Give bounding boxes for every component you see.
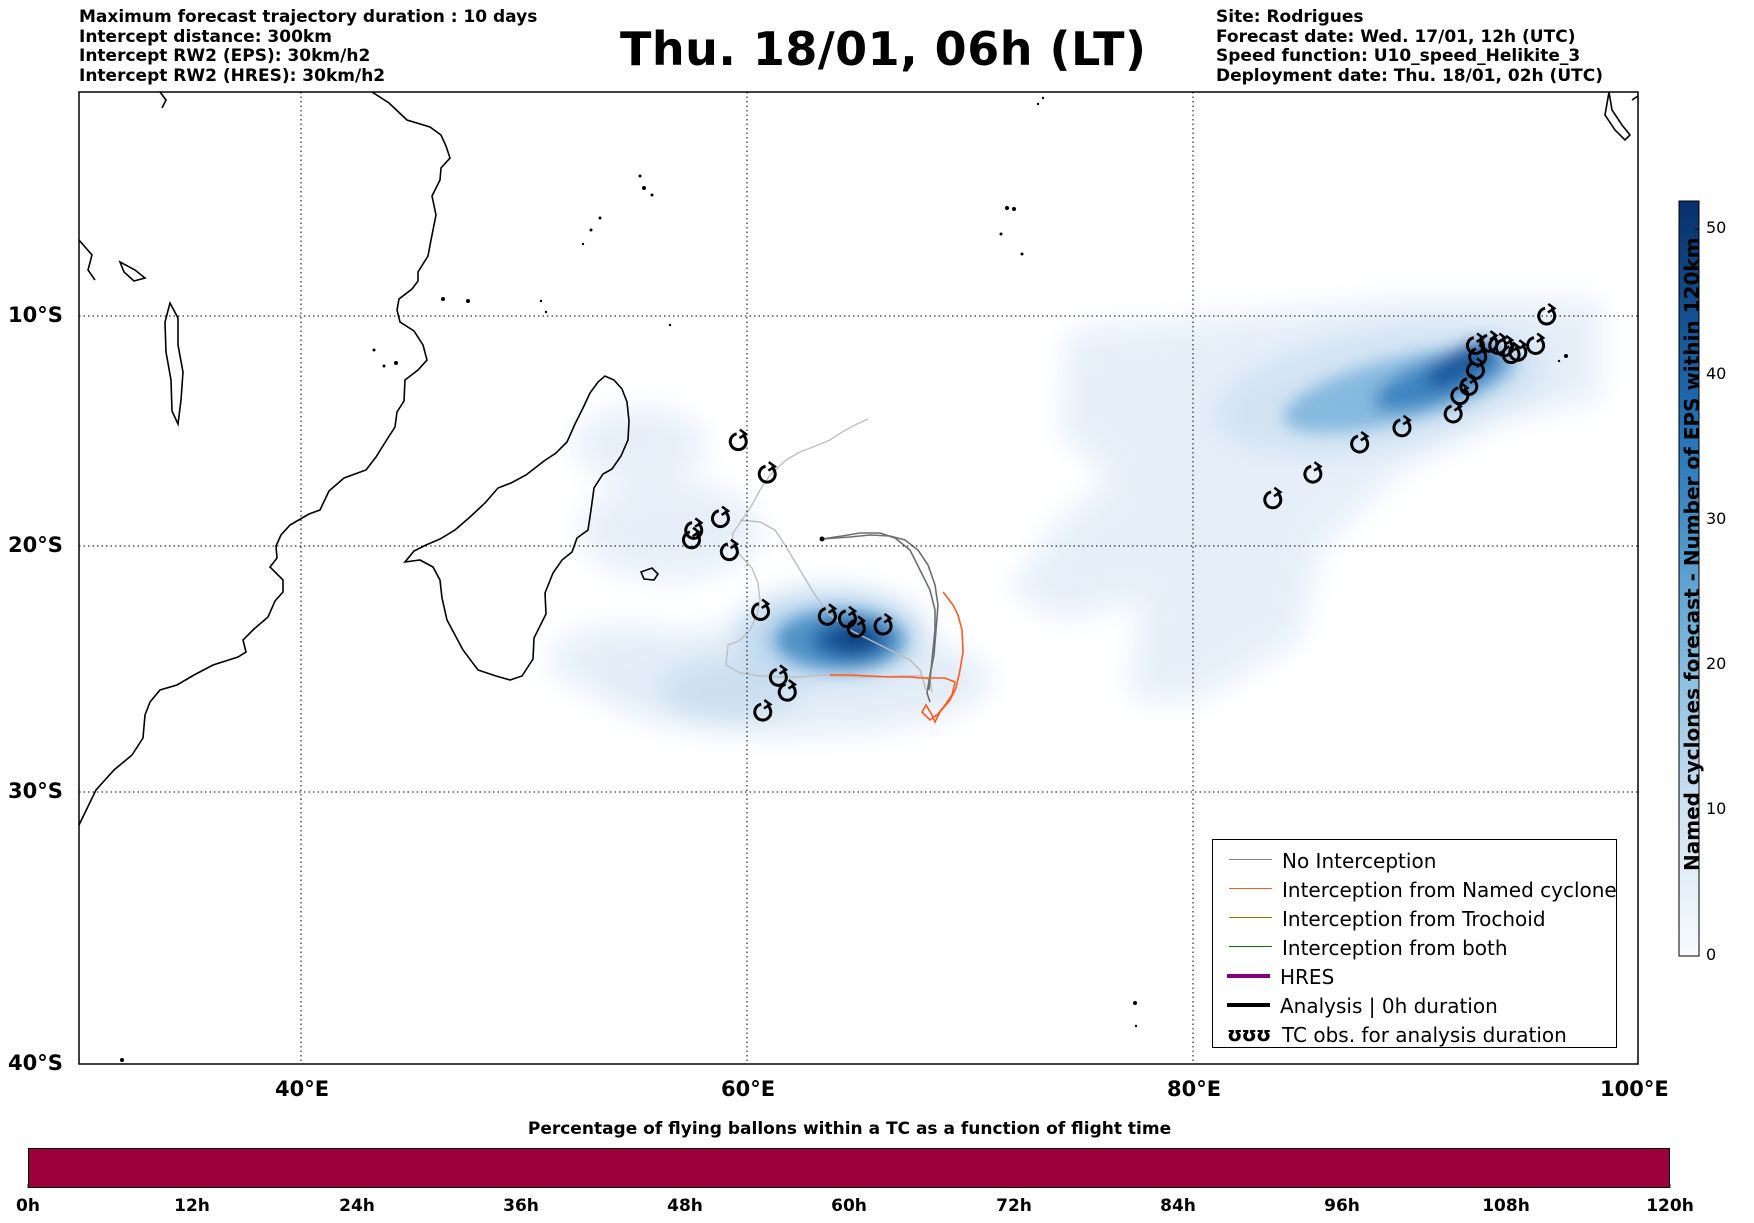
colorbar-tick-marks (1695, 228, 1699, 957)
tc-obs-marker (682, 526, 702, 550)
legend-label: Interception from both (1282, 936, 1508, 960)
bottom-tick: 108h (1482, 1196, 1530, 1216)
bottom-tick: 60h (831, 1196, 867, 1216)
bottom-tick: 0h (16, 1196, 40, 1216)
header-left: Maximum forecast trajectory duration : 1… (79, 7, 538, 86)
header-line-rw2-hres: Intercept RW2 (HRES): 30km/h2 (79, 65, 386, 86)
coastline (79, 92, 1638, 826)
header-line-distance: Intercept distance: 300km (79, 26, 332, 47)
legend-line-olive (1229, 917, 1272, 918)
tc-obs-marker (1263, 486, 1283, 510)
tc-obs-marker (710, 505, 731, 529)
header-line-speed-function: Speed function: U10_speed_Helikite_3 (1216, 46, 1581, 66)
colorbar-tick: 20 (1706, 654, 1727, 673)
tc-obs-marker (846, 615, 867, 638)
tc-obs-marker (777, 679, 798, 702)
header-line-forecast-date: Forecast date: Wed. 17/01, 12h (UTC) (1216, 26, 1576, 47)
bottom-tick: 48h (667, 1196, 703, 1216)
header-line-rw2-eps: Intercept RW2 (EPS): 30km/h2 (79, 46, 371, 66)
bottom-tick: 12h (174, 1196, 210, 1216)
legend-item-no-interception: No Interception (1221, 848, 1611, 873)
map-frame (78, 91, 1639, 1065)
tc-obs-marker (684, 517, 704, 540)
colorbar-gradient (1678, 200, 1700, 957)
lon-tick-100e: 100°E (1600, 1077, 1669, 1101)
colorbar-tick: 30 (1706, 509, 1727, 528)
colorbar-tick: 10 (1706, 799, 1727, 818)
header-line-deployment-date: Deployment date: Thu. 18/01, 02h (UTC) (1216, 65, 1603, 86)
tc-obs-marker (719, 538, 740, 562)
colorbar-tick: 40 (1706, 364, 1727, 383)
legend-item-both: Interception from both (1221, 935, 1611, 960)
lon-tick-60e: 60°E (721, 1077, 776, 1101)
tc-obs-marker (757, 461, 778, 484)
legend-item-analysis: Analysis | 0h duration (1221, 993, 1611, 1018)
legend-item-tc-obs: ʊʊʊ TC obs. for analysis duration (1221, 1022, 1611, 1047)
density-west (550, 407, 990, 735)
colorbar-label: Named cyclones forecast - Number of EPS … (1680, 237, 1704, 871)
tc-obs-marker (1392, 414, 1412, 438)
legend-line-green (1229, 946, 1272, 947)
tc-obs-marker (768, 664, 789, 687)
colorbar-tick: 50 (1706, 218, 1727, 237)
trajectory-no-interception-1 (725, 418, 933, 693)
bottom-tick: 36h (503, 1196, 539, 1216)
lat-tick-10s: 10°S (8, 303, 63, 327)
tc-obs-marker (873, 612, 893, 636)
tc-obs-marker (1350, 430, 1370, 454)
tc-obs-marker (1508, 339, 1528, 362)
legend-item-trochoid: Interception from Trochoid (1221, 906, 1611, 931)
tc-obs-marker (817, 603, 838, 626)
lat-tick-20s: 20°S (8, 533, 63, 557)
lon-tick-40e: 40°E (275, 1077, 330, 1101)
legend-label: Analysis | 0h duration (1280, 994, 1498, 1018)
flight-time-bar (28, 1148, 1670, 1188)
legend-label: Interception from Named cyclone (1282, 878, 1617, 902)
legend-label: HRES (1280, 965, 1335, 989)
legend-label: Interception from Trochoid (1282, 907, 1546, 931)
lat-tick-30s: 30°S (8, 779, 63, 803)
tc-obs-marker (1303, 461, 1323, 484)
trajectory-named-cyclone (830, 591, 964, 724)
tc-obs-marker (753, 699, 773, 722)
tc-obs-marker (728, 428, 749, 452)
legend-line-gray (1229, 859, 1272, 860)
bottom-tick: 72h (996, 1196, 1032, 1216)
legend-label: No Interception (1282, 849, 1437, 873)
header-line-duration: Maximum forecast trajectory duration : 1… (79, 7, 538, 27)
bottom-tick: 96h (1324, 1196, 1360, 1216)
trajectories (725, 418, 964, 724)
small-islands (120, 96, 1568, 1062)
trajectory-no-interception-4 (821, 532, 936, 691)
legend-line-black (1227, 1003, 1270, 1007)
tc-obs-marker (1537, 302, 1557, 326)
legend: No Interception Interception from Named … (1212, 839, 1617, 1048)
bottom-tick: 84h (1160, 1196, 1196, 1216)
tc-obs-marker (837, 605, 858, 629)
lat-tick-40s: 40°S (8, 1051, 63, 1075)
trajectory-no-interception-2 (739, 519, 927, 691)
tc-obs-marker (751, 598, 771, 621)
bottom-bar-title: Percentage of flying ballons within a TC… (527, 1119, 1172, 1139)
lon-tick-80e: 80°E (1167, 1077, 1222, 1101)
header-line-site: Site: Rodrigues (1216, 7, 1364, 27)
legend-item-hres: HRES (1221, 964, 1611, 989)
legend-line-orange (1229, 888, 1272, 889)
legend-label: TC obs. for analysis duration (1282, 1023, 1567, 1047)
header-right: Site: Rodrigues Forecast date: Wed. 17/0… (1216, 7, 1603, 86)
bottom-tick: 120h (1646, 1196, 1694, 1216)
bottom-tick: 24h (339, 1196, 375, 1216)
tc-obs-marker (1526, 332, 1546, 355)
tc-symbol-icon: ʊʊʊ (1227, 1022, 1271, 1046)
colorbar-tick: 0 (1706, 945, 1717, 964)
main-title: Thu. 18/01, 06h (LT) (620, 22, 1147, 76)
grid (79, 92, 1638, 1064)
tc-obs-markers (682, 302, 1557, 722)
legend-line-purple (1227, 974, 1270, 978)
legend-item-named-cyclone: Interception from Named cyclone (1221, 877, 1617, 902)
